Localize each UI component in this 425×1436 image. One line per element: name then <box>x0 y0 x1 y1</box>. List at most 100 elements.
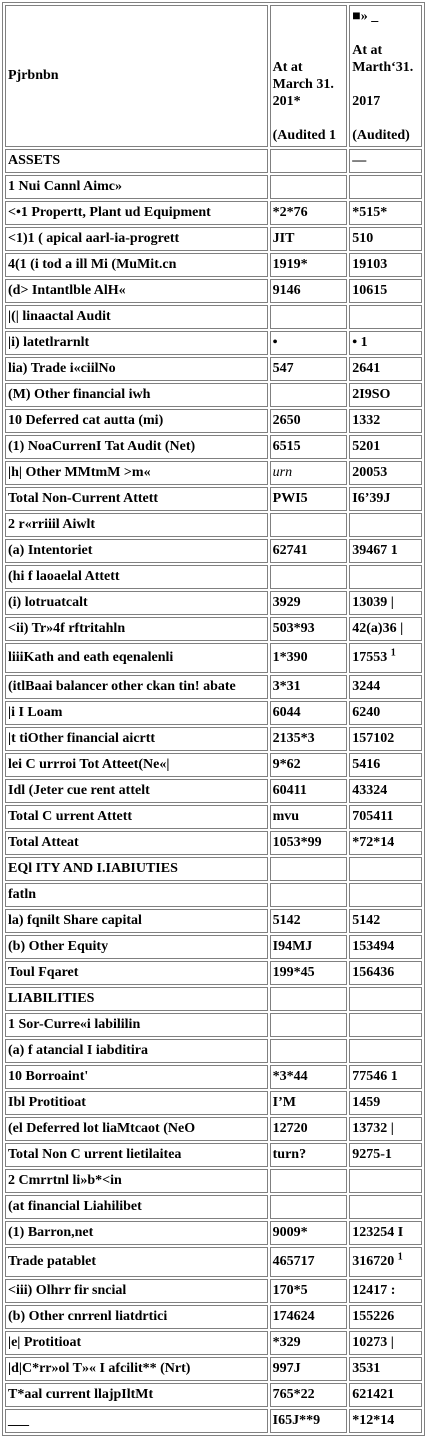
value-2018: 503*93 <box>269 617 348 641</box>
table-row: Total Non-Current Attett PWI5 I6’39J <box>5 487 422 511</box>
row-label: (hi f laoaelal Attett <box>5 565 268 589</box>
table-row: lia) Trade i«ciilNo 547 2641 <box>5 357 422 381</box>
value-2017 <box>349 513 422 537</box>
table-row: (1) Barron,net 9009* 123254 I <box>5 1221 422 1245</box>
header-line <box>352 76 419 93</box>
value-2018-text: 6515 <box>272 439 301 454</box>
table-row: (b) Other cnrrenl liatdrtici 174624 155226 <box>5 1305 422 1329</box>
value-2018-text: • <box>272 335 278 350</box>
value-2017-text: 10273 | <box>352 1335 394 1350</box>
table-row: <iii) Olhrr fir sncial 170*5 12417 : <box>5 1279 422 1303</box>
value-2017: 10615 <box>349 279 422 303</box>
row-label: <ii) Tr»4f rftritahln <box>5 617 268 641</box>
value-2017-text: 20053 <box>352 465 388 480</box>
header-row: Pjrbnbn At at March 31. 201* (Audited 1 ■»… <box>5 5 422 147</box>
value-2018: 2135*3 <box>269 727 348 751</box>
value-2018: 465717 <box>269 1247 348 1277</box>
row-label: LIABILITIES <box>5 987 268 1011</box>
value-2018: *3*44 <box>269 1065 348 1089</box>
value-2018-text: 9*62 <box>272 757 301 772</box>
value-2017: 157102 <box>349 727 422 751</box>
value-2018-text: 199*45 <box>272 965 315 980</box>
value-2018 <box>269 1013 348 1037</box>
value-2018: PWI5 <box>269 487 348 511</box>
value-2017-text: *72*14 <box>352 835 395 850</box>
table-row: la) fqnilt Share capital 5142 5142 <box>5 909 422 933</box>
table-row: (i) lotruatcalt 3929 13039 | <box>5 591 422 615</box>
row-label: (i) lotruatcalt <box>5 591 268 615</box>
header-line <box>352 110 419 127</box>
value-2017-text: 77546 1 <box>352 1069 398 1084</box>
value-2017-text: 13039 | <box>352 595 394 610</box>
value-2018-text: JIT <box>272 231 295 246</box>
value-2018: 547 <box>269 357 348 381</box>
value-2017: 43324 <box>349 779 422 803</box>
value-2018-text: PWI5 <box>272 491 308 506</box>
row-label: (1) Barron,net <box>5 1221 268 1245</box>
value-2018 <box>269 383 348 407</box>
row-label: |(| linaactal Audit <box>5 305 268 329</box>
value-2018-text: urn <box>272 465 293 480</box>
table-row: Trade patablet 465717 316720 1 <box>5 1247 422 1277</box>
value-2017: 19103 <box>349 253 422 277</box>
table-row: (b) Other Equity I94MJ 153494 <box>5 935 422 959</box>
value-2018: JIT <box>269 227 348 251</box>
value-2018-text: 2135*3 <box>272 731 315 746</box>
row-label: Total Atteat <box>5 831 268 855</box>
value-2017 <box>349 565 422 589</box>
value-2017 <box>349 857 422 881</box>
value-2018-text: 174624 <box>272 1309 315 1324</box>
value-2017: 5142 <box>349 909 422 933</box>
row-label: 4(1 (i tod a ill Mi (MuMit.cn <box>5 253 268 277</box>
header-line: At at <box>352 43 383 58</box>
header-col1-cell: At at March 31. 201* (Audited 1 <box>269 5 348 147</box>
value-2017-text: 5416 <box>352 757 381 772</box>
value-2017: 5416 <box>349 753 422 777</box>
value-2017: 1459 <box>349 1091 422 1115</box>
header-line: At at <box>272 60 303 75</box>
value-2018: 6044 <box>269 701 348 725</box>
row-label: (a) f atancial I iabditira <box>5 1039 268 1063</box>
value-2018 <box>269 1195 348 1219</box>
table-row: (hi f laoaelal Attett <box>5 565 422 589</box>
table-row: (d> Intantlble AlH« 9146 10615 <box>5 279 422 303</box>
row-label: 2 Cmrrtnl li»b*<in <box>5 1169 268 1193</box>
value-2018: 5142 <box>269 909 348 933</box>
value-2018: 6515 <box>269 435 348 459</box>
row-label: (d> Intantlble AlH« <box>5 279 268 303</box>
row-label: |i I Loam <box>5 701 268 725</box>
value-2017-text: 10615 <box>352 283 388 298</box>
value-2017-text: 316720 <box>352 1254 395 1269</box>
value-2018-text: 170*5 <box>272 1283 308 1298</box>
value-2017: 9275-1 <box>349 1143 422 1167</box>
value-2017: *515* <box>349 201 422 225</box>
table-row: 10 Deferred cat autta (mi) 2650 1332 <box>5 409 422 433</box>
table-row: (el Deferred lot liaMtcaot (NeO 12720 1373… <box>5 1117 422 1141</box>
value-2017-text: *12*14 <box>352 1413 395 1428</box>
value-2017 <box>349 305 422 329</box>
value-2018 <box>269 1169 348 1193</box>
table-row: 2 r«rriiil Aiwlt <box>5 513 422 537</box>
header-line: 2017 <box>352 94 381 109</box>
header-col2: ■» _ At at Marth‘31. 2017 (Audited) <box>352 8 419 144</box>
row-label: T*aal current llajpIltMt <box>5 1383 268 1407</box>
value-2017-text: 1459 <box>352 1095 381 1110</box>
value-2018-text: I65J**9 <box>272 1413 321 1428</box>
row-label: |t tiOther financial aicrtt <box>5 727 268 751</box>
value-2018-text: I94MJ <box>272 939 313 954</box>
row-label: fatln <box>5 883 268 907</box>
value-2017: 13039 | <box>349 591 422 615</box>
value-2017: 6240 <box>349 701 422 725</box>
row-label: Idl (Jeter cue rent attelt <box>5 779 268 803</box>
row-label: 10 Borroaint' <box>5 1065 268 1089</box>
table-row: Ibl Protitioat I’M 1459 <box>5 1091 422 1115</box>
row-label: (M) Other financial iwh <box>5 383 268 407</box>
value-2017 <box>349 1039 422 1063</box>
header-line <box>273 110 345 127</box>
value-2017: 12417 : <box>349 1279 422 1303</box>
value-2017: *12*14 <box>349 1409 422 1433</box>
value-2018-text: 997J <box>272 1361 301 1376</box>
value-2017: 3531 <box>349 1357 422 1381</box>
header-line: Marth‘31. <box>352 60 414 75</box>
value-2017-superscript: 1 <box>390 647 396 659</box>
